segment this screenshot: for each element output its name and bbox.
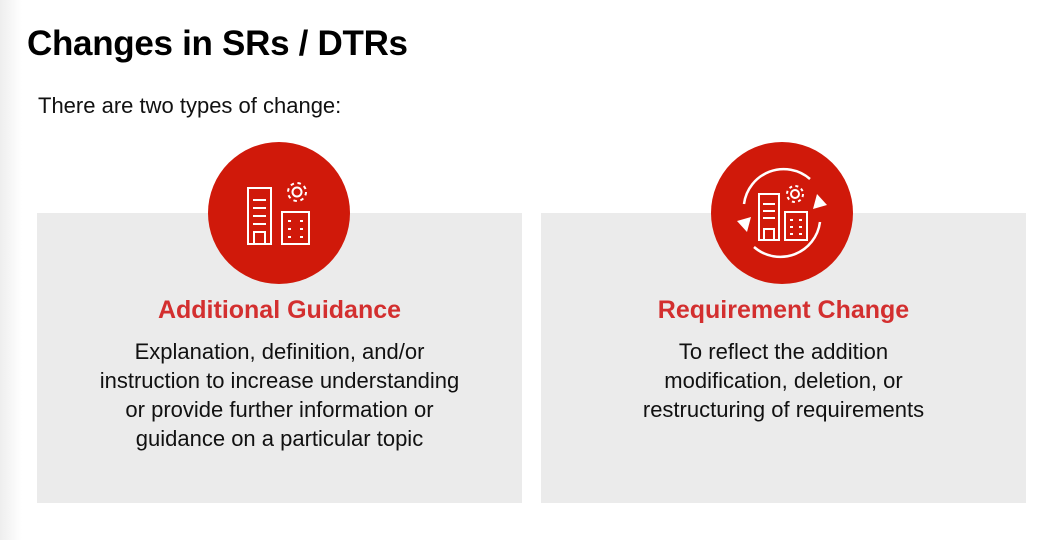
buildings-gear-cycle-icon (711, 142, 853, 284)
slide-left-edge (0, 0, 22, 540)
card-heading: Requirement Change (657, 296, 910, 324)
requirement-change-card: Requirement Change To reflect the additi… (541, 213, 1026, 503)
card-description-line: To reflect the addition (678, 339, 889, 364)
card-description-line: Explanation, definition, and/or (134, 339, 425, 364)
card-description: To reflect the addition modification, de… (561, 337, 1006, 424)
intro-text: There are two types of change: (38, 93, 342, 118)
slide-title: Changes in SRs / DTRs (27, 24, 408, 63)
card-description: Explanation, definition, and/or instruct… (57, 337, 502, 453)
card-description-line: restructuring of requirements (642, 397, 925, 422)
card-description-line: or provide further information or (125, 397, 434, 422)
card-description-line: guidance on a particular topic (135, 426, 424, 451)
card-heading: Additional Guidance (157, 296, 402, 324)
card-description-line: instruction to increase understanding (99, 368, 460, 393)
buildings-gear-icon (208, 142, 350, 284)
card-description-line: modification, deletion, or (664, 368, 903, 393)
